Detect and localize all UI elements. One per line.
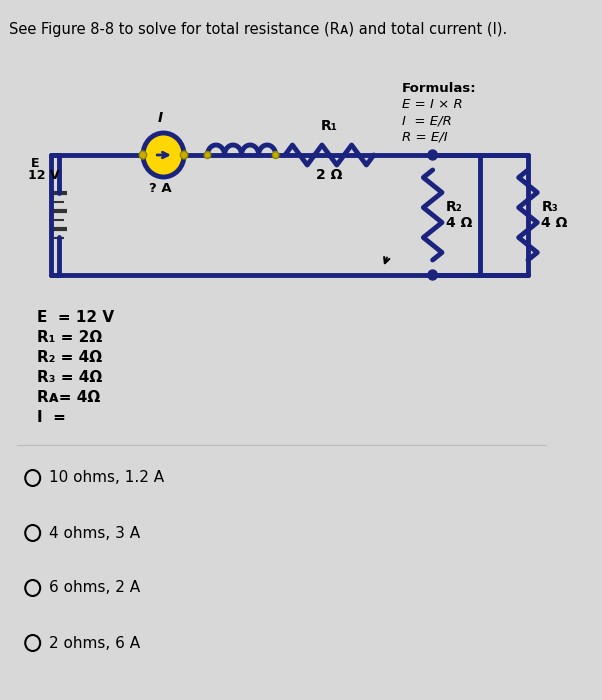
Text: 4 ohms, 3 A: 4 ohms, 3 A bbox=[49, 526, 140, 540]
Text: 12 V: 12 V bbox=[28, 169, 60, 182]
Text: E = I × R: E = I × R bbox=[402, 98, 462, 111]
Text: 6 ohms, 2 A: 6 ohms, 2 A bbox=[49, 580, 140, 596]
Text: R₁ = 2Ω: R₁ = 2Ω bbox=[37, 330, 102, 345]
Text: R₂: R₂ bbox=[445, 200, 462, 214]
Text: 10 ohms, 1.2 A: 10 ohms, 1.2 A bbox=[49, 470, 164, 486]
Text: R = E/I: R = E/I bbox=[402, 130, 447, 143]
Text: R₃: R₃ bbox=[542, 200, 559, 214]
Circle shape bbox=[139, 151, 147, 159]
Text: I  =: I = bbox=[37, 410, 66, 425]
Text: 2 Ω: 2 Ω bbox=[316, 168, 343, 182]
Text: Formulas:: Formulas: bbox=[402, 82, 476, 95]
Text: 4 Ω: 4 Ω bbox=[541, 216, 568, 230]
Circle shape bbox=[204, 151, 211, 158]
Circle shape bbox=[428, 270, 437, 280]
Text: R₂ = 4Ω: R₂ = 4Ω bbox=[37, 350, 102, 365]
Text: ? A: ? A bbox=[149, 182, 172, 195]
Text: E  = 12 V: E = 12 V bbox=[37, 310, 114, 325]
Circle shape bbox=[143, 133, 184, 177]
Text: I  = E/R: I = E/R bbox=[402, 114, 452, 127]
Text: 2 ohms, 6 A: 2 ohms, 6 A bbox=[49, 636, 140, 650]
Text: E: E bbox=[31, 157, 39, 170]
Circle shape bbox=[181, 151, 188, 159]
Circle shape bbox=[272, 151, 279, 158]
Text: R₃ = 4Ω: R₃ = 4Ω bbox=[37, 370, 102, 385]
Text: See Figure 8-8 to solve for total resistance (Rᴀ) and total current (I).: See Figure 8-8 to solve for total resist… bbox=[10, 22, 507, 37]
Text: Rᴀ= 4Ω: Rᴀ= 4Ω bbox=[37, 390, 101, 405]
Text: 4 Ω: 4 Ω bbox=[445, 216, 472, 230]
Circle shape bbox=[428, 150, 437, 160]
Text: R₁: R₁ bbox=[321, 119, 338, 133]
Text: I: I bbox=[158, 111, 163, 125]
